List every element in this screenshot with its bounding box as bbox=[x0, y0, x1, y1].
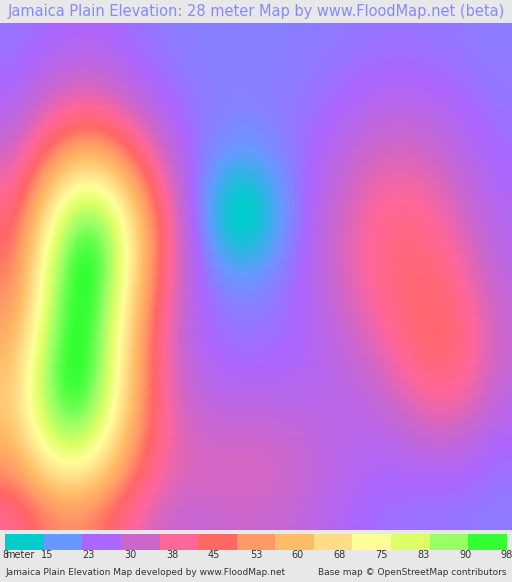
FancyBboxPatch shape bbox=[198, 534, 237, 550]
FancyBboxPatch shape bbox=[391, 534, 430, 550]
FancyBboxPatch shape bbox=[468, 534, 507, 550]
Text: 68: 68 bbox=[333, 550, 346, 560]
Text: 8: 8 bbox=[2, 550, 8, 560]
Text: 53: 53 bbox=[250, 550, 262, 560]
Text: Base map © OpenStreetMap contributors: Base map © OpenStreetMap contributors bbox=[318, 568, 507, 577]
Text: meter: meter bbox=[5, 550, 34, 560]
Text: 90: 90 bbox=[459, 550, 471, 560]
Text: 75: 75 bbox=[375, 550, 388, 560]
FancyBboxPatch shape bbox=[430, 534, 468, 550]
Text: Jamaica Plain Elevation: 28 meter Map by www.FloodMap.net (beta): Jamaica Plain Elevation: 28 meter Map by… bbox=[7, 4, 505, 19]
Text: 30: 30 bbox=[124, 550, 137, 560]
Text: 83: 83 bbox=[417, 550, 430, 560]
Text: 98: 98 bbox=[501, 550, 512, 560]
Text: 60: 60 bbox=[292, 550, 304, 560]
Text: 45: 45 bbox=[208, 550, 220, 560]
FancyBboxPatch shape bbox=[352, 534, 391, 550]
Text: 15: 15 bbox=[41, 550, 53, 560]
Text: 23: 23 bbox=[82, 550, 95, 560]
FancyBboxPatch shape bbox=[275, 534, 314, 550]
FancyBboxPatch shape bbox=[314, 534, 352, 550]
Text: Jamaica Plain Elevation Map developed by www.FloodMap.net: Jamaica Plain Elevation Map developed by… bbox=[5, 568, 285, 577]
FancyBboxPatch shape bbox=[237, 534, 275, 550]
FancyBboxPatch shape bbox=[82, 534, 121, 550]
Text: 38: 38 bbox=[166, 550, 179, 560]
FancyBboxPatch shape bbox=[121, 534, 160, 550]
FancyBboxPatch shape bbox=[44, 534, 82, 550]
FancyBboxPatch shape bbox=[160, 534, 198, 550]
FancyBboxPatch shape bbox=[5, 534, 44, 550]
